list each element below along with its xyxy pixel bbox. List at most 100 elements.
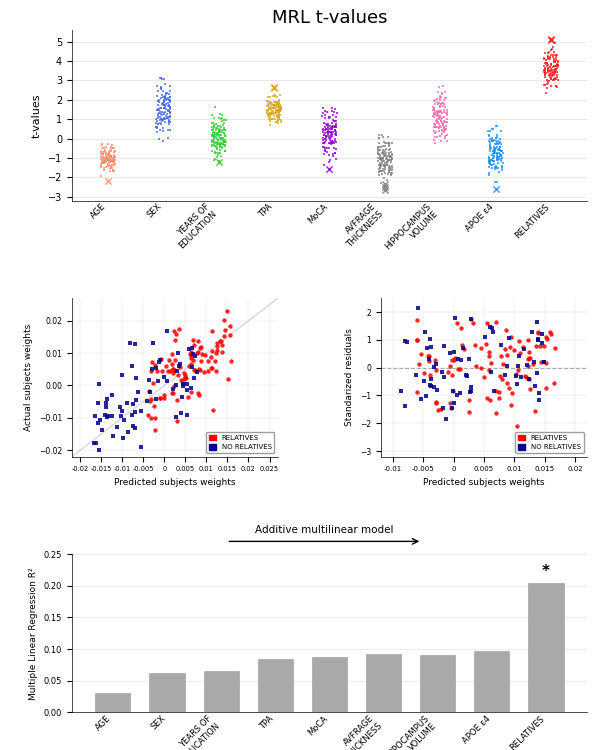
Point (209, 134, 219, 146)
Point (550, 341, 560, 353)
Point (374, 163, 383, 175)
Point (99, 157, 109, 169)
Point (489, 147, 498, 159)
Point (493, 135, 503, 147)
Point (214, 107, 224, 119)
Point (429, 109, 438, 121)
Point (155, 392, 164, 404)
Point (432, 131, 441, 143)
Point (327, 137, 337, 149)
Point (436, 115, 446, 127)
Point (263, 99, 273, 111)
Point (471, 339, 480, 351)
Point (101, 148, 111, 160)
Point (323, 118, 332, 130)
Point (208, 404, 217, 416)
Point (319, 117, 328, 129)
Point (96, 161, 105, 173)
Point (377, 168, 387, 180)
Point (458, 341, 468, 353)
Point (211, 122, 221, 134)
Point (276, 102, 286, 114)
Point (437, 107, 447, 119)
Point (546, 72, 556, 84)
Point (437, 87, 447, 99)
Point (549, 66, 558, 78)
Point (492, 406, 501, 418)
Point (550, 64, 559, 76)
Point (275, 100, 285, 112)
Point (109, 154, 119, 166)
Point (485, 146, 495, 158)
Point (374, 154, 383, 166)
Point (543, 75, 553, 87)
Point (476, 362, 486, 374)
Point (485, 158, 495, 170)
Point (97, 157, 107, 169)
Point (274, 103, 283, 115)
Point (155, 94, 164, 106)
Point (265, 109, 274, 121)
Point (265, 100, 275, 112)
Point (215, 147, 225, 159)
Point (159, 98, 168, 109)
Point (267, 99, 277, 111)
Point (429, 108, 438, 120)
Point (533, 333, 542, 345)
Point (550, 67, 560, 79)
Point (269, 96, 279, 108)
Point (323, 122, 332, 134)
Point (492, 153, 502, 165)
Point (493, 154, 503, 166)
Point (265, 96, 275, 108)
Point (108, 165, 118, 177)
Point (541, 54, 550, 66)
Bar (312, 657, 347, 712)
Point (213, 122, 222, 134)
Point (530, 405, 540, 417)
Point (380, 163, 390, 175)
Point (379, 155, 389, 167)
Point (145, 374, 155, 386)
Point (168, 363, 178, 375)
Point (217, 115, 226, 127)
Point (154, 104, 164, 116)
Point (497, 152, 507, 164)
Point (155, 354, 165, 366)
Point (166, 116, 176, 128)
Point (109, 159, 119, 171)
Point (99, 154, 108, 166)
Point (524, 373, 534, 385)
Point (430, 98, 440, 110)
Point (326, 137, 336, 149)
Point (443, 112, 452, 125)
Point (385, 143, 394, 155)
Point (325, 112, 334, 124)
Point (464, 406, 474, 418)
Point (203, 364, 213, 376)
Point (100, 144, 110, 156)
Point (179, 368, 189, 380)
Point (468, 317, 478, 329)
Point (96, 170, 105, 182)
Point (496, 125, 506, 137)
Point (324, 142, 334, 154)
Point (546, 74, 556, 86)
Point (195, 342, 205, 354)
Point (486, 124, 495, 136)
Point (99, 156, 108, 168)
Point (275, 98, 285, 110)
Point (432, 116, 441, 128)
Point (265, 101, 275, 113)
Point (544, 75, 553, 87)
Point (492, 152, 502, 164)
Point (164, 116, 174, 128)
Point (540, 68, 549, 80)
Point (544, 52, 554, 64)
Point (175, 362, 184, 374)
Point (488, 162, 497, 174)
Point (441, 123, 451, 135)
Point (485, 143, 495, 155)
Point (220, 324, 229, 336)
Point (160, 107, 170, 119)
